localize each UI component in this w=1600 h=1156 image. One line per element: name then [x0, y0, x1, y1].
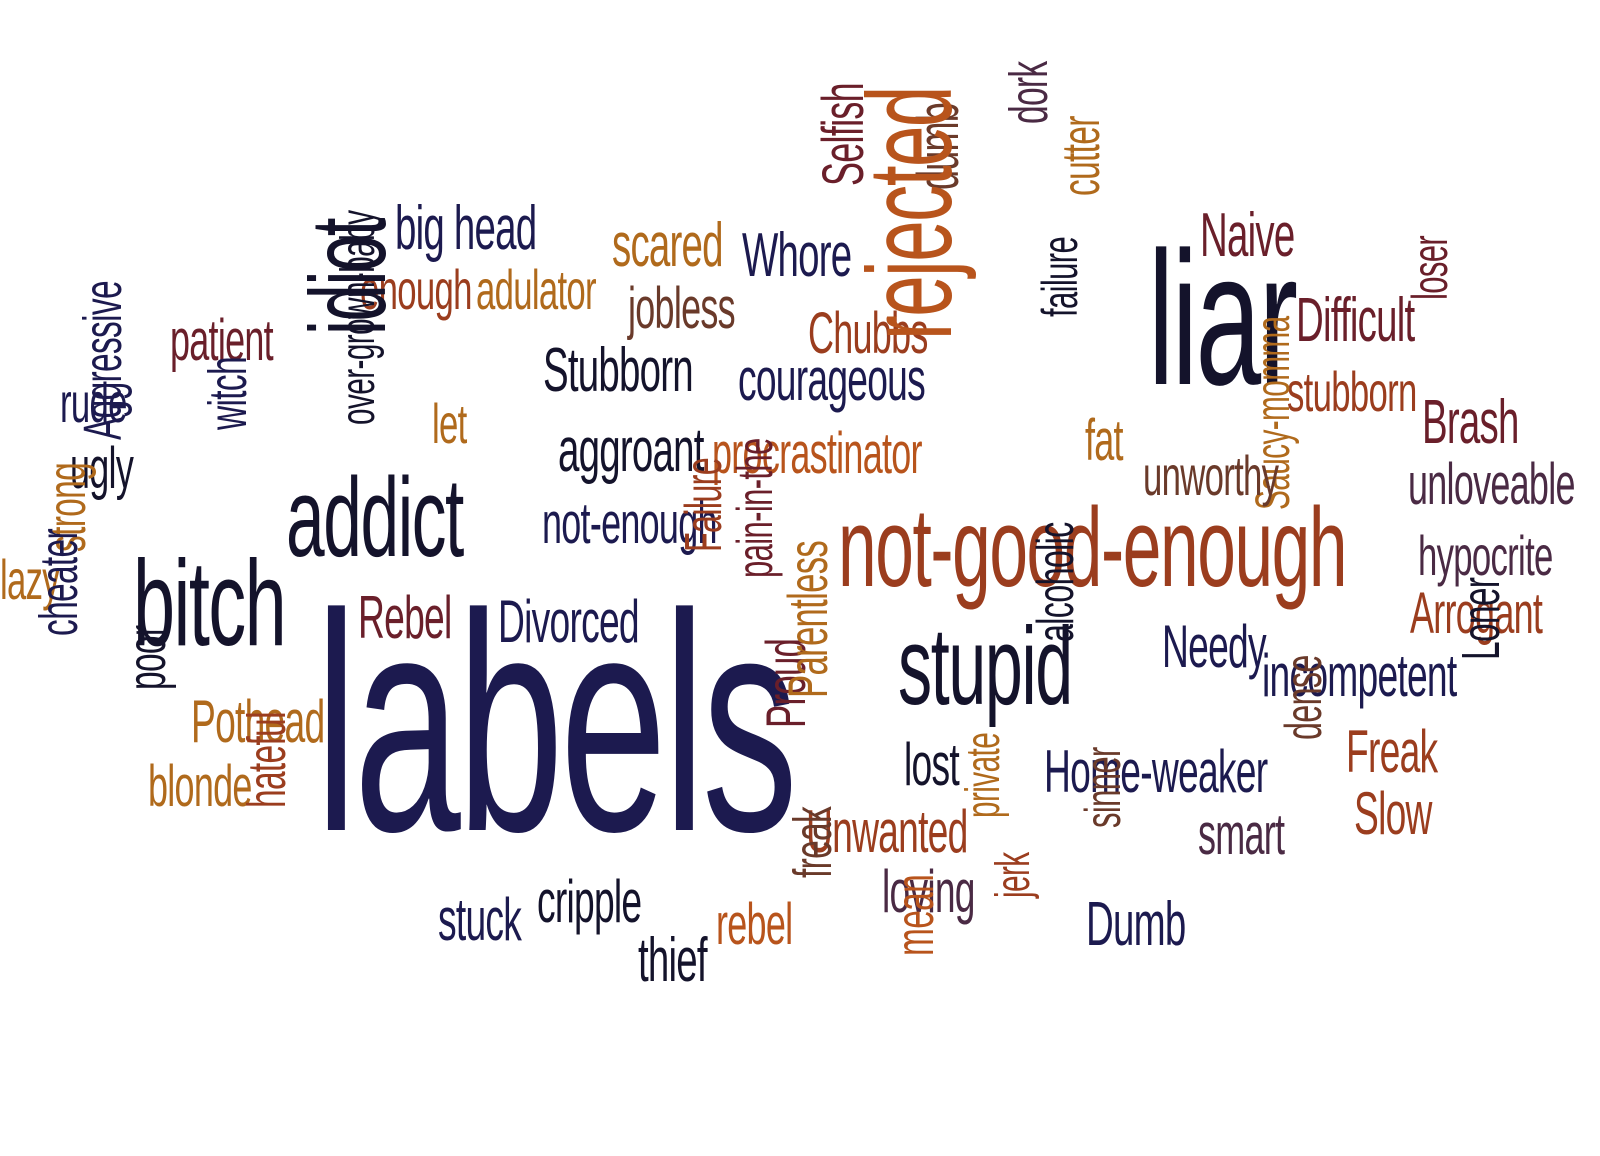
word-freak-lower: freak: [783, 806, 843, 878]
word-naive: Naive: [1200, 201, 1295, 270]
word-procrastinator: procrastinator: [712, 421, 923, 486]
word-dork: dork: [999, 61, 1059, 124]
word-whore: Whore: [742, 221, 852, 290]
word-big-head: big head: [395, 194, 537, 263]
word-ugly: ugly: [70, 436, 134, 501]
word-jerk: jerk: [987, 852, 1040, 898]
word-failure-lower: failure: [1032, 236, 1088, 317]
word-slow: Slow: [1354, 780, 1432, 847]
word-thief: thief: [638, 926, 708, 995]
word-brash: Brash: [1422, 388, 1519, 457]
word-hypocrite: hypocrite: [1418, 524, 1553, 587]
word-stupid: stupid: [898, 605, 1073, 728]
word-sinner: sinner: [1075, 747, 1131, 828]
word-needy: Needy: [1162, 613, 1267, 680]
word-unwanted: Unwanted: [806, 798, 968, 865]
word-not-good-enough: not-good-enough: [838, 485, 1348, 610]
word-patient: patient: [170, 308, 274, 373]
word-loser: loser: [1402, 235, 1458, 300]
word-courageous: courageous: [738, 346, 926, 413]
word-dumb-cap: Dumb: [1086, 890, 1186, 959]
word-mean: mean: [885, 874, 945, 956]
word-stubborn-cap: Stubborn: [543, 336, 694, 405]
word-blonde: blonde: [148, 754, 252, 819]
word-loving: loving: [882, 858, 975, 925]
word-difficult: Difficult: [1296, 286, 1415, 355]
word-cutter: cutter: [1051, 116, 1111, 196]
word-hateful: hateful: [237, 712, 297, 808]
word-incompetent: incompetent: [1262, 642, 1457, 709]
word-bitch: bitch: [133, 535, 287, 671]
word-unworthy: unworthy: [1143, 444, 1279, 507]
word-liar: liar: [1148, 213, 1298, 425]
word-parentless: Parentless: [776, 540, 839, 698]
word-smart: smart: [1198, 802, 1285, 867]
word-scared: scared: [612, 211, 724, 280]
word-freak-cap: Freak: [1346, 718, 1438, 785]
word-over-grown-baby: over-grown-baby: [332, 210, 385, 425]
word-chubbs: Chubbs: [808, 301, 928, 366]
word-rebel-cap: Rebel: [358, 584, 452, 651]
word-adulator: adulator: [476, 258, 597, 321]
word-failure-cap: Failure: [675, 457, 733, 552]
word-dense: dense: [1275, 655, 1333, 740]
word-rejected: rejected: [843, 87, 977, 340]
word-divorced: Divorced: [498, 588, 640, 655]
word-home-weaker: Home-weaker: [1044, 738, 1268, 805]
word-not-enough: not-enough: [542, 491, 717, 556]
word-cripple: cripple: [537, 868, 642, 935]
word-stuck: stuck: [438, 886, 522, 953]
word-jobless: jobless: [628, 276, 736, 341]
word-aggroant: aggroant: [558, 416, 704, 485]
word-aggressive: Aggressive: [73, 281, 133, 440]
word-poor: poor: [117, 625, 177, 690]
word-lazy: lazy: [0, 548, 60, 611]
word-cheater: cheater: [29, 529, 89, 636]
word-loner: Loner: [1451, 577, 1511, 660]
word-unloveable: unloveable: [1408, 452, 1575, 517]
word-pothead: Pothead: [191, 688, 325, 755]
word-witch: witch: [198, 357, 258, 430]
word-stubborn-lower: stubborn: [1287, 360, 1417, 423]
word-rude: rude: [60, 371, 127, 434]
word-lost: lost: [904, 731, 960, 798]
word-let: let: [432, 392, 467, 455]
word-addict: addict: [286, 455, 464, 580]
word-rebel-lower: rebel: [716, 892, 793, 957]
word-arrogant: Arrogant: [1410, 581, 1543, 646]
word-labels: labels: [315, 549, 798, 896]
word-enough: enough: [360, 258, 472, 321]
word-fat: fat: [1085, 408, 1124, 473]
